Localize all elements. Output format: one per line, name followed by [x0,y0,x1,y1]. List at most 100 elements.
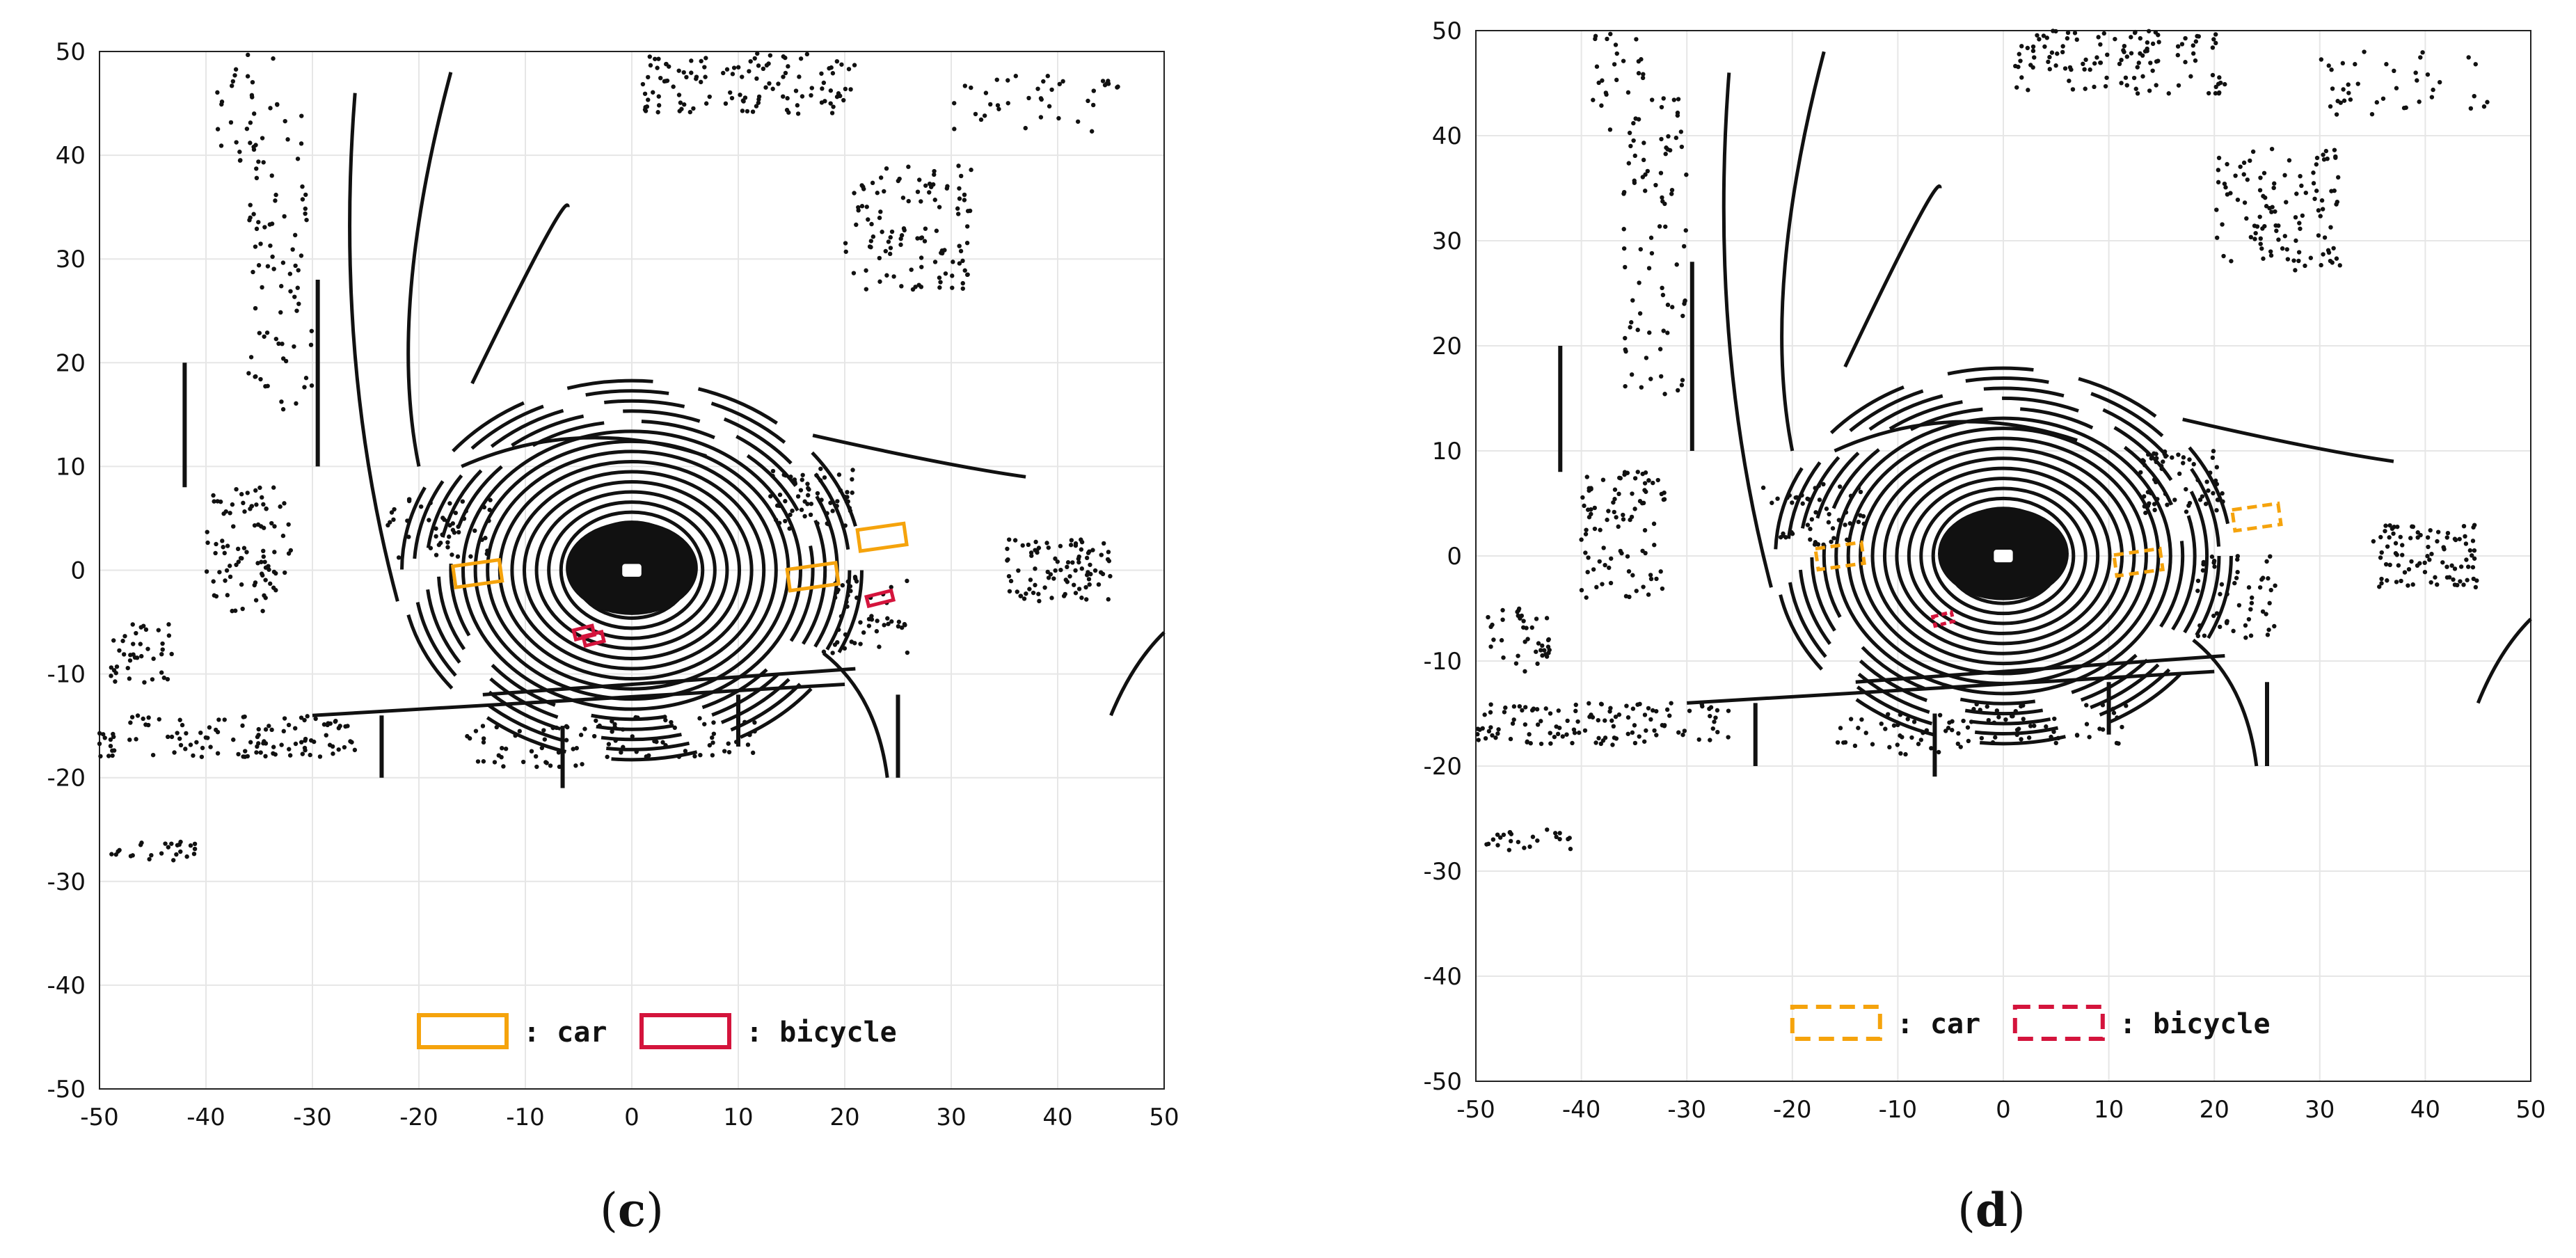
structure-line [1855,653,2225,684]
scan-point [2153,479,2158,485]
scan-point [843,495,848,500]
scan-point [2241,160,2247,166]
scan-point [634,749,639,754]
scan-point [1582,728,1588,733]
scan-point [2214,235,2220,240]
scan-point [818,478,823,483]
scan-point [2211,491,2216,496]
scan-point [2311,181,2316,186]
scan-point [1654,576,1659,582]
scan-ring [522,480,742,660]
scan-point [2458,564,2464,569]
scan-point [2211,37,2216,42]
scan-point [1491,637,1496,642]
scan-point [877,279,882,284]
scan-point [283,570,287,575]
x-tick-label: 20 [829,1104,859,1131]
scan-ring [1919,486,2088,626]
scan-point [2427,557,2432,562]
detection-box-car [785,560,841,593]
scan-point [396,555,401,560]
scan-point [982,113,987,118]
scan-point [669,719,674,725]
scan-point [821,649,827,654]
scan-point [2485,99,2490,104]
scan-point [2162,452,2167,456]
scan-point [287,271,293,276]
scan-point [333,719,337,724]
scan-point [1924,728,1930,733]
scan-point [2206,90,2211,96]
scan-point [2425,535,2431,540]
scan-point [2122,43,2127,49]
scan-point [1663,224,1668,229]
scan-point [2330,260,2335,265]
scan-point [1531,706,1536,711]
scan-point [479,537,484,542]
scan-point [740,74,745,79]
scan-point [1824,507,1829,511]
scan-point [878,175,884,180]
scan-point [861,186,866,191]
scan-point [2429,95,2435,99]
scan-point [215,90,220,95]
scan-point [1649,250,1655,256]
scan-point [2300,213,2305,218]
scan-point [2184,509,2189,514]
scan-point [2319,198,2325,203]
scan-point [2323,148,2329,154]
scan-point [630,734,635,739]
x-tick-label: -50 [80,1104,119,1131]
scan-point [214,727,218,733]
scan-point [2282,234,2287,239]
scan-point [697,716,702,721]
scan-point [468,554,473,559]
scan-point [143,627,149,632]
scan-point [2250,149,2256,154]
scan-point [1509,831,1514,836]
scan-point [287,747,292,751]
scan-point [2444,564,2449,569]
scan-point [957,244,962,248]
scan-point [1974,701,1979,707]
structure-line [1834,420,2078,453]
scan-point [2019,737,2024,742]
scan-point [1623,383,1628,389]
scan-point [256,220,261,225]
scan-point [2175,53,2181,58]
scan-point [1501,832,1506,837]
scan-point [1600,582,1605,587]
scan-point [2016,726,2021,731]
scan-point [1495,731,1500,736]
scan-point [2472,93,2476,99]
scan-point [834,503,839,509]
scan-point [2464,557,2469,562]
scan-point [256,159,261,164]
scan-point [2425,554,2430,559]
y-tick-label: 10 [56,453,86,481]
scan-point [2260,609,2266,614]
scan-point [905,578,909,584]
scan-point [1641,141,1646,145]
scan-point [1488,725,1493,730]
scan-point [254,175,260,181]
scan-point [223,509,228,514]
scan-point [1089,129,1095,134]
scan-point [646,74,651,80]
scan-point [1483,735,1488,741]
scan-point [169,734,175,740]
scan-point [271,485,276,490]
scan-point [2241,172,2246,177]
scan-point [1522,705,1528,710]
scan-point [1629,514,1635,520]
scan-point [711,731,717,736]
scan-point [2266,627,2271,632]
scan-point [1527,844,1532,850]
scan-point [2472,556,2477,561]
scan-point [825,511,829,516]
scan-point [1026,542,1031,548]
scan-point [1079,566,1085,571]
scan-point [647,54,652,59]
scan-point [2266,576,2271,581]
scan-point [2235,197,2241,202]
